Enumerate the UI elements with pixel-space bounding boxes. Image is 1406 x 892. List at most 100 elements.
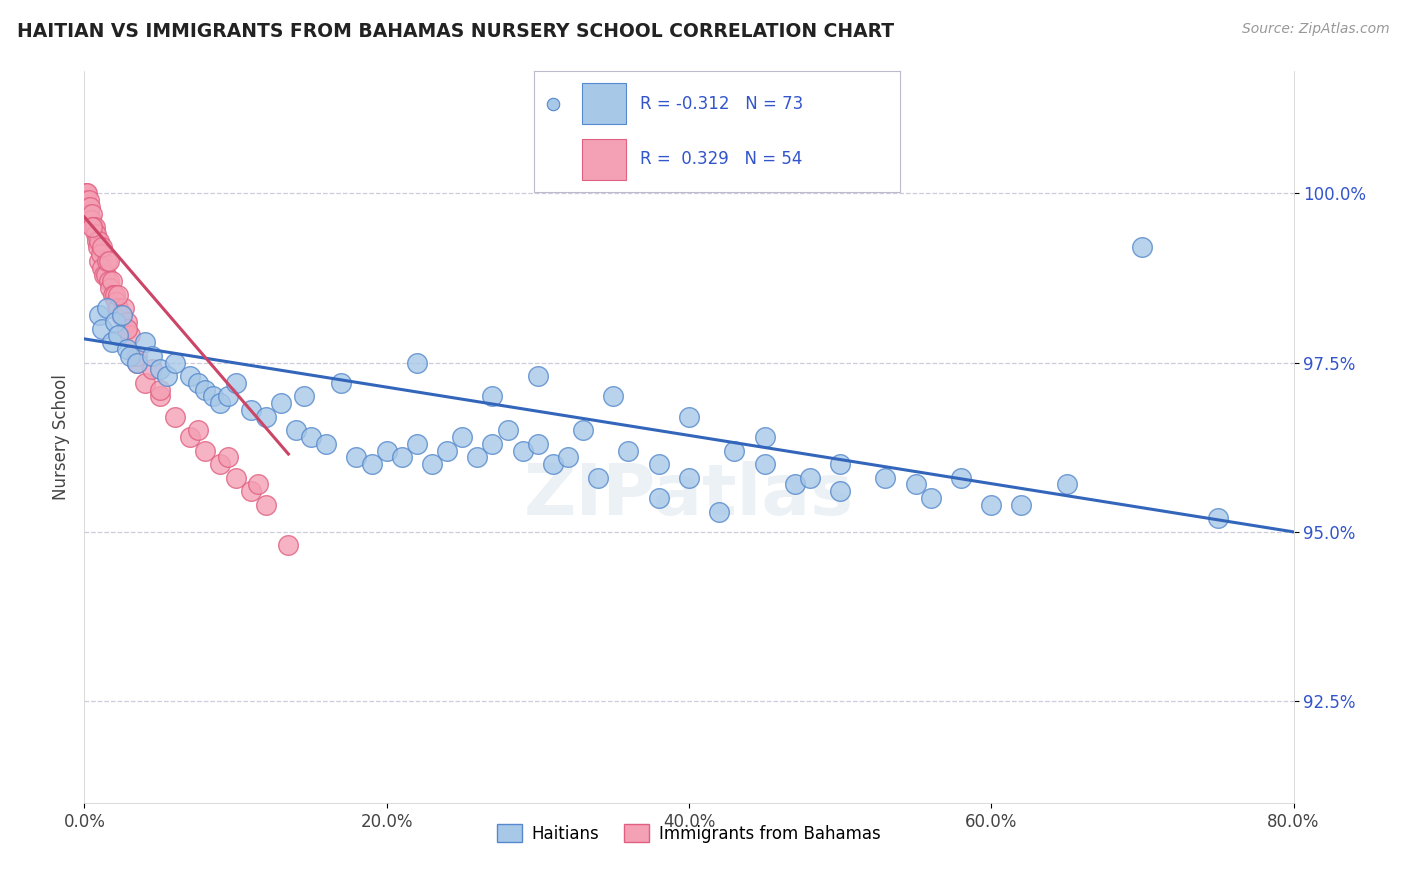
Point xyxy=(118,328,141,343)
Point xyxy=(90,247,112,261)
Point xyxy=(451,430,474,444)
Point xyxy=(254,498,277,512)
Point xyxy=(225,376,247,390)
Bar xyxy=(582,83,626,124)
Point xyxy=(217,450,239,465)
Point xyxy=(77,193,100,207)
Point xyxy=(391,450,413,465)
Point xyxy=(107,301,129,316)
Text: ZIPatlas: ZIPatlas xyxy=(524,461,853,530)
Point xyxy=(75,193,97,207)
Point xyxy=(481,389,503,403)
Point xyxy=(904,477,927,491)
Point xyxy=(77,206,100,220)
Point xyxy=(82,220,104,235)
Point xyxy=(783,477,806,491)
Point xyxy=(134,335,156,350)
Point xyxy=(79,200,101,214)
Point xyxy=(950,471,973,485)
Text: HAITIAN VS IMMIGRANTS FROM BAHAMAS NURSERY SCHOOL CORRELATION CHART: HAITIAN VS IMMIGRANTS FROM BAHAMAS NURSE… xyxy=(17,22,894,41)
Point xyxy=(149,362,172,376)
Point xyxy=(101,288,124,302)
Point xyxy=(541,96,564,111)
Point xyxy=(830,484,852,499)
Point xyxy=(179,369,201,384)
Point xyxy=(1011,498,1033,512)
Legend: Haitians, Immigrants from Bahamas: Haitians, Immigrants from Bahamas xyxy=(491,818,887,849)
Point xyxy=(360,457,382,471)
Text: R = -0.312   N = 73: R = -0.312 N = 73 xyxy=(640,95,804,113)
Point xyxy=(830,457,852,471)
Point xyxy=(100,274,122,288)
Point xyxy=(97,254,120,268)
Text: Source: ZipAtlas.com: Source: ZipAtlas.com xyxy=(1241,22,1389,37)
Point xyxy=(239,403,262,417)
Point xyxy=(91,240,114,254)
Point xyxy=(76,200,98,214)
Point xyxy=(91,260,114,275)
Point xyxy=(285,423,308,437)
Point xyxy=(346,450,368,465)
Point xyxy=(82,206,104,220)
Point xyxy=(89,308,111,322)
Point xyxy=(127,355,149,369)
Point xyxy=(406,355,429,369)
Point xyxy=(254,409,277,424)
Point xyxy=(115,315,138,329)
Point xyxy=(1056,477,1078,491)
Point xyxy=(436,443,458,458)
Point xyxy=(110,308,132,322)
Point xyxy=(209,396,232,410)
Point xyxy=(91,322,114,336)
Point xyxy=(201,389,224,403)
Point xyxy=(156,369,179,384)
Point xyxy=(209,457,232,471)
Point xyxy=(84,227,107,241)
Point xyxy=(709,505,731,519)
Point xyxy=(648,491,671,505)
Point xyxy=(512,443,534,458)
Point xyxy=(118,349,141,363)
Point xyxy=(149,383,172,397)
Point xyxy=(104,288,127,302)
Point xyxy=(270,396,292,410)
Point xyxy=(723,443,745,458)
Bar xyxy=(582,139,626,179)
Point xyxy=(467,450,489,465)
Point xyxy=(80,220,103,235)
Point xyxy=(96,301,118,316)
Point xyxy=(920,491,942,505)
Point xyxy=(111,308,134,322)
Point xyxy=(754,457,776,471)
Point xyxy=(527,369,550,384)
Point xyxy=(481,437,503,451)
Point xyxy=(277,538,299,552)
Point xyxy=(217,389,239,403)
Point xyxy=(315,437,337,451)
Point xyxy=(247,477,270,491)
Point xyxy=(194,383,217,397)
Point xyxy=(149,389,172,403)
Point xyxy=(80,213,103,227)
Point xyxy=(93,268,115,282)
Point xyxy=(75,186,97,201)
Point xyxy=(980,498,1002,512)
Point xyxy=(617,443,640,458)
Text: R =  0.329   N = 54: R = 0.329 N = 54 xyxy=(640,150,803,169)
Point xyxy=(83,220,105,235)
Point xyxy=(96,254,118,268)
Point xyxy=(541,457,564,471)
Point xyxy=(112,301,135,316)
Point xyxy=(602,389,624,403)
Point xyxy=(1206,511,1229,525)
Point xyxy=(107,328,129,343)
Point xyxy=(375,443,398,458)
Point xyxy=(225,471,247,485)
Point xyxy=(406,437,429,451)
Point xyxy=(239,484,262,499)
Point xyxy=(94,268,117,282)
Point xyxy=(496,423,519,437)
Point xyxy=(330,376,353,390)
Y-axis label: Nursery School: Nursery School xyxy=(52,374,70,500)
Point xyxy=(76,186,98,201)
